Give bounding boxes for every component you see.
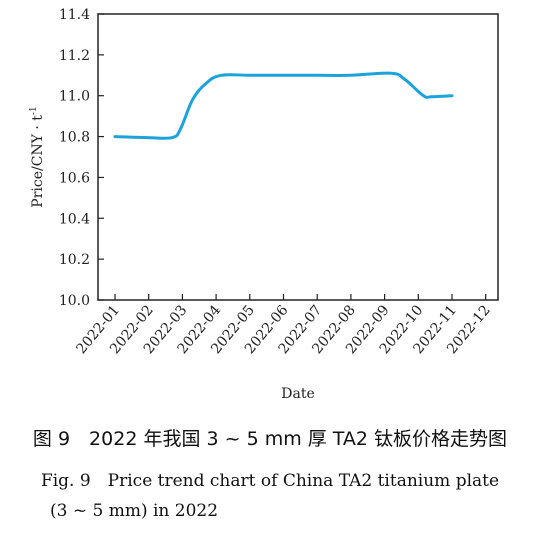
- y-tick-label: 10.8: [59, 130, 90, 146]
- series-line-price: [113, 71, 454, 140]
- figure-caption-english-line1: Fig. 9 Price trend chart of China TA2 ti…: [40, 471, 500, 491]
- y-tick-label: 10.2: [59, 252, 90, 268]
- y-axis: 10.0 10.2 10.4 10.6 10.8 11.0 11.2 11.4: [59, 7, 104, 309]
- y-axis-label: Price/CNY · t-1: [29, 106, 46, 207]
- plot-frame: [97, 13, 499, 301]
- x-axis-label: Date: [281, 386, 314, 402]
- figure-caption-chinese: 图 9 2022 年我国 3 ~ 5 mm 厚 TA2 钛板价格走势图: [32, 428, 508, 450]
- y-tick-label: 11.2: [59, 48, 90, 64]
- price-trend-chart: 10.0 10.2 10.4 10.6 10.8 11.0 11.2 11.4 2022-01…: [29, 7, 499, 402]
- x-axis: 2022-012022-022022-032022-042022-052022-…: [73, 294, 494, 357]
- y-tick-label: 11.0: [59, 89, 90, 105]
- y-tick-label: 11.4: [59, 7, 90, 23]
- y-tick-label: 10.6: [59, 170, 90, 186]
- y-tick-label: 10.0: [59, 293, 90, 309]
- figure-caption-english-line2: (3 ~ 5 mm) in 2022: [50, 501, 219, 521]
- y-tick-label: 10.4: [59, 211, 90, 227]
